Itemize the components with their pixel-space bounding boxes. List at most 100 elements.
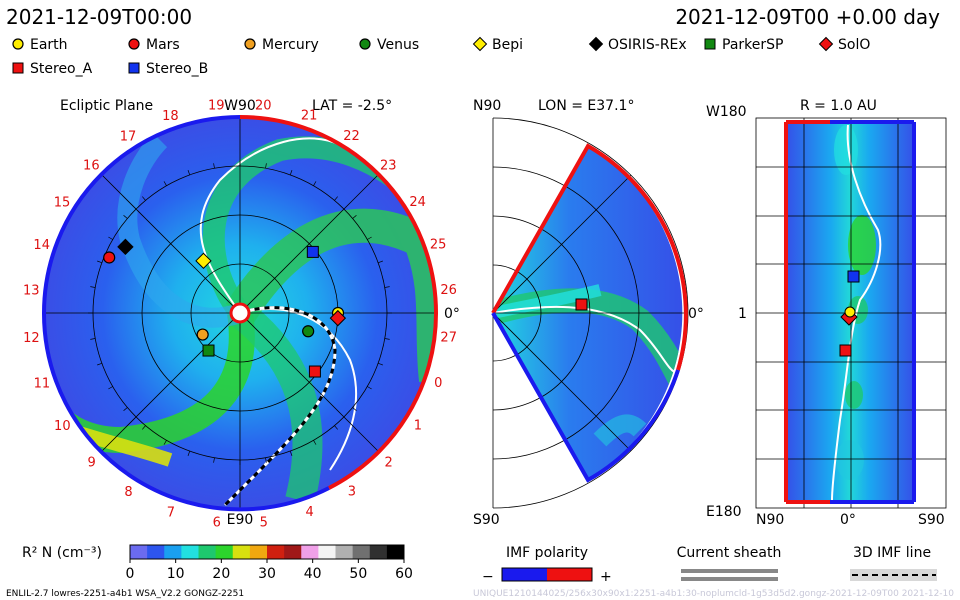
meridional-lon-label: LON = E37.1° bbox=[538, 98, 634, 114]
carrington-label-19: 19 bbox=[208, 98, 225, 113]
radial-r-label: R = 1.0 AU bbox=[800, 98, 877, 114]
date-right: 2021-12-09T00 +0.00 day bbox=[675, 5, 940, 29]
ecliptic-top-label: W90 bbox=[224, 98, 256, 114]
legend-marker-parkersp bbox=[704, 38, 716, 50]
colorbar-tick-0: 0 bbox=[126, 566, 135, 582]
imf-positive-swatch bbox=[547, 568, 592, 581]
ecliptic-marker-venus bbox=[302, 325, 315, 338]
meridional-right-label: 0° bbox=[688, 306, 704, 322]
legend-label-venus: Venus bbox=[377, 37, 419, 53]
legend-label-bepi: Bepi bbox=[492, 37, 523, 53]
colorbar-gradient bbox=[130, 545, 405, 559]
sun-icon bbox=[229, 302, 251, 324]
meridional-panel: N90 LON = E37.1° S90 0° bbox=[473, 98, 704, 528]
meridional-top-label: N90 bbox=[473, 98, 501, 114]
carrington-label-24: 24 bbox=[409, 195, 426, 210]
legend-label-mercury: Mercury bbox=[262, 37, 319, 53]
ecliptic-marker-mars bbox=[103, 251, 116, 264]
legend-marker-stereo-a bbox=[12, 62, 24, 74]
radial-mid-label: 1 bbox=[738, 306, 747, 322]
ecliptic-marker-bepi bbox=[195, 252, 212, 270]
carrington-label-21: 21 bbox=[301, 109, 318, 124]
carrington-label-18: 18 bbox=[162, 109, 179, 124]
ecliptic-marker-stereo-a bbox=[308, 365, 321, 378]
radial-x-label-mid: 0° bbox=[840, 512, 856, 528]
colorbar-tick-60: 60 bbox=[395, 566, 413, 582]
carrington-label-16: 16 bbox=[83, 159, 100, 174]
carrington-label-8: 8 bbox=[124, 485, 132, 500]
ecliptic-marker-osiris-rex bbox=[117, 238, 134, 256]
legend-label-solo: SolO bbox=[838, 37, 870, 53]
meridional-current-sheet bbox=[492, 305, 676, 373]
footer-left: ENLIL-2.7 lowres-2251-a4b1 WSA_V2.2 GONG… bbox=[6, 589, 244, 599]
carrington-label-0: 0 bbox=[434, 376, 442, 391]
carrington-label-12: 12 bbox=[23, 331, 40, 346]
carrington-label-23: 23 bbox=[380, 158, 397, 173]
colorbar-label: R² N (cm⁻³) bbox=[22, 545, 102, 561]
carrington-label-17: 17 bbox=[120, 129, 137, 144]
legend-marker-osiris-rex bbox=[588, 36, 604, 52]
imf-3d-line-title: 3D IMF line bbox=[853, 545, 931, 561]
footer-right: UNIQUE1210144025/256x30x90x1:2251-a4b1:3… bbox=[473, 589, 954, 599]
ecliptic-bottom-label: E90 bbox=[227, 512, 254, 528]
current-sheath-title: Current sheath bbox=[677, 545, 782, 561]
ecliptic-marker-solo bbox=[329, 309, 347, 327]
ecliptic-ticks bbox=[88, 161, 392, 465]
meridional-polarity-positive bbox=[491, 143, 688, 371]
carrington-label-3: 3 bbox=[348, 485, 356, 500]
imf-negative-swatch bbox=[502, 568, 547, 581]
legend-marker-solo bbox=[818, 36, 834, 52]
meridional-bottom-label: S90 bbox=[473, 512, 500, 528]
carrington-label-6: 6 bbox=[213, 516, 221, 531]
legend: Earth Mars Mercury Venus Bepi OSIRIS-REx Parke… bbox=[12, 36, 870, 77]
carrington-label-9: 9 bbox=[88, 456, 96, 471]
radial-earth-marker bbox=[844, 306, 856, 318]
radial-x-label-right: S90 bbox=[918, 512, 945, 528]
ecliptic-marker-mercury bbox=[196, 328, 209, 341]
ecliptic-marker-stereo-b bbox=[306, 245, 319, 258]
carrington-label-27: 27 bbox=[440, 330, 457, 345]
carrington-label-15: 15 bbox=[54, 195, 71, 210]
legend-label-earth: Earth bbox=[30, 37, 68, 53]
legend-marker-bepi bbox=[472, 36, 488, 52]
carrington-label-10: 10 bbox=[54, 419, 71, 434]
carrington-label-13: 13 bbox=[23, 284, 40, 299]
colorbar-tick-10: 10 bbox=[167, 566, 185, 582]
radial-bottom-label: E180 bbox=[706, 504, 742, 520]
meridional-stereo-a-marker bbox=[575, 298, 588, 311]
colorbar-ticks: 0 10 20 30 40 50 60 bbox=[126, 559, 413, 582]
ecliptic-marker-parkersp bbox=[202, 344, 215, 357]
radial-stereo-b-marker bbox=[847, 270, 860, 283]
legend-label-osiris-rex: OSIRIS-REx bbox=[608, 37, 687, 53]
carrington-label-5: 5 bbox=[260, 516, 268, 531]
legend-label-mars: Mars bbox=[146, 37, 180, 53]
radial-x-label-left: N90 bbox=[756, 512, 784, 528]
radial-stereo-a-marker bbox=[839, 344, 852, 357]
meridional-polarity-negative bbox=[491, 312, 680, 483]
imf-plus-label: + bbox=[600, 569, 612, 585]
legend-marker-mars bbox=[128, 38, 140, 50]
carrington-label-7: 7 bbox=[167, 505, 175, 520]
legend-label-stereo-a: Stereo_A bbox=[30, 61, 93, 77]
carrington-label-20: 20 bbox=[255, 98, 272, 113]
legend-marker-earth bbox=[12, 38, 24, 50]
imf-polarity-legend: IMF polarity − + bbox=[482, 545, 612, 585]
carrington-label-4: 4 bbox=[305, 505, 313, 520]
legend-marker-venus bbox=[359, 38, 371, 50]
colorbar-tick-40: 40 bbox=[304, 566, 322, 582]
radial-current-sheet bbox=[831, 124, 882, 501]
colorbar-tick-20: 20 bbox=[212, 566, 230, 582]
ecliptic-current-sheet-a bbox=[199, 137, 341, 314]
ecliptic-right-label: 0° bbox=[444, 306, 460, 322]
imf-polarity-title: IMF polarity bbox=[506, 545, 588, 561]
ecliptic-panel: Ecliptic Plane W90 LAT = -2.5° E90 0° bbox=[23, 98, 460, 531]
date-left: 2021-12-09T00:00 bbox=[6, 5, 192, 29]
carrington-label-2: 2 bbox=[385, 455, 393, 470]
ecliptic-title: Ecliptic Plane bbox=[60, 98, 153, 114]
carrington-label-25: 25 bbox=[430, 237, 447, 252]
ecliptic-polarity-negative bbox=[41, 115, 330, 512]
ecliptic-lat-label: LAT = -2.5° bbox=[312, 98, 392, 114]
current-sheath-legend: Current sheath bbox=[677, 545, 782, 581]
radial-top-label: W180 bbox=[706, 104, 747, 120]
